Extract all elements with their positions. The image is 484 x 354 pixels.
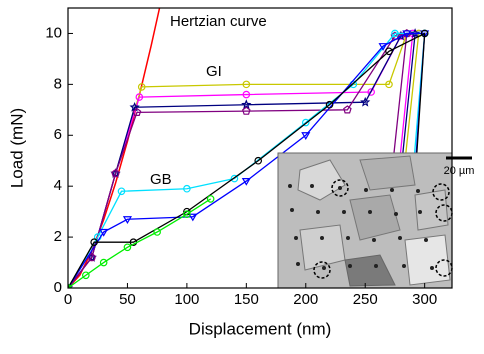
y-tick-label: 8	[54, 75, 62, 92]
x-tick-label: 200	[293, 291, 318, 308]
annotation: Hertzian curve	[170, 13, 267, 30]
x-tick-label: 250	[353, 291, 378, 308]
y-tick-label: 6	[54, 126, 62, 143]
y-tick-label: 4	[54, 177, 62, 194]
y-tick-label: 0	[54, 279, 62, 296]
y-axis-label: Load (mN)	[7, 108, 26, 188]
annotation: GI	[206, 63, 222, 80]
x-tick-label: 0	[64, 291, 72, 308]
grain	[415, 190, 448, 230]
x-axis-label: Displacement (nm)	[189, 319, 332, 338]
x-tick-label: 300	[412, 291, 437, 308]
page: {"chart_data": { "type": "line", "xlabel…	[0, 0, 484, 354]
data-line	[68, 8, 160, 288]
annotation: GB	[150, 171, 172, 188]
grain	[360, 156, 415, 190]
x-tick-label: 150	[234, 291, 259, 308]
y-tick-label: 10	[45, 24, 62, 41]
y-tick-label: 2	[54, 228, 62, 245]
x-tick-label: 50	[119, 291, 136, 308]
x-tick-label: 100	[174, 291, 199, 308]
scale-label: 20 µm	[444, 165, 475, 177]
chart: 20 µm 0 50 100 150 200 250 300 0 2 4 6 8 10 Displacem…	[0, 0, 484, 354]
